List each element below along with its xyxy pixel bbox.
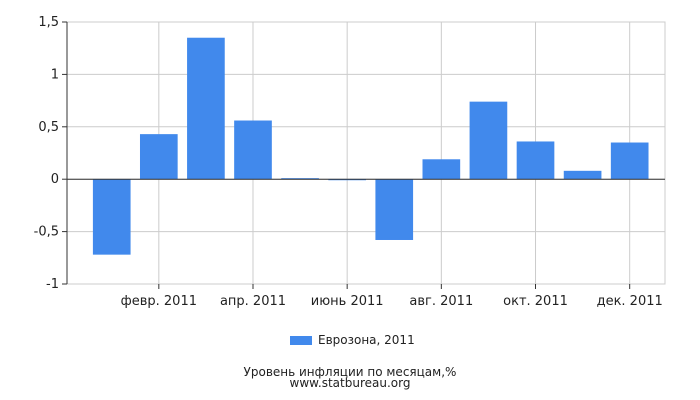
legend-label: Еврозона, 2011 xyxy=(318,333,415,347)
bar xyxy=(187,37,225,180)
chart-source: www.statbureau.org xyxy=(289,376,411,390)
x-tick-label: апр. 2011 xyxy=(220,294,286,309)
y-axis-labels: -1 -0,5 0 0,5 1 1,5 xyxy=(34,15,59,292)
bar xyxy=(563,170,602,180)
x-axis-labels: февр. 2011 апр. 2011 июнь 2011 авг. 2011 окт… xyxy=(121,294,663,309)
bar xyxy=(234,120,272,180)
legend-swatch xyxy=(290,335,312,345)
bar xyxy=(610,142,649,180)
y-tick-label: -0,5 xyxy=(34,225,59,240)
legend: Еврозона, 2011 xyxy=(290,333,415,347)
y-tick-label: 0,5 xyxy=(38,120,59,135)
bar xyxy=(328,179,366,181)
bar xyxy=(422,159,461,180)
y-tick-label: -1 xyxy=(46,277,59,292)
bar xyxy=(92,179,131,255)
x-tick-label: февр. 2011 xyxy=(121,294,197,309)
bar xyxy=(281,178,319,180)
bars xyxy=(92,37,649,255)
x-tick-label: июнь 2011 xyxy=(311,294,384,309)
y-tick-label: 1,5 xyxy=(38,15,59,30)
y-tick-label: 1 xyxy=(51,67,59,82)
x-tick-label: окт. 2011 xyxy=(503,294,568,309)
y-tick-label: 0 xyxy=(51,172,59,187)
axes xyxy=(62,21,665,289)
chart-title: Уровень инфляции по месяцам,% xyxy=(243,365,457,379)
x-tick-label: дек. 2011 xyxy=(597,294,663,309)
bar xyxy=(516,141,555,180)
bar xyxy=(375,179,414,240)
bar xyxy=(139,134,178,180)
bar-chart: -1 -0,5 0 0,5 1 1,5 февр. 2011 апр. 2011 июнь 2… xyxy=(34,15,666,309)
bar xyxy=(469,101,508,180)
x-tick-label: авг. 2011 xyxy=(409,294,473,309)
